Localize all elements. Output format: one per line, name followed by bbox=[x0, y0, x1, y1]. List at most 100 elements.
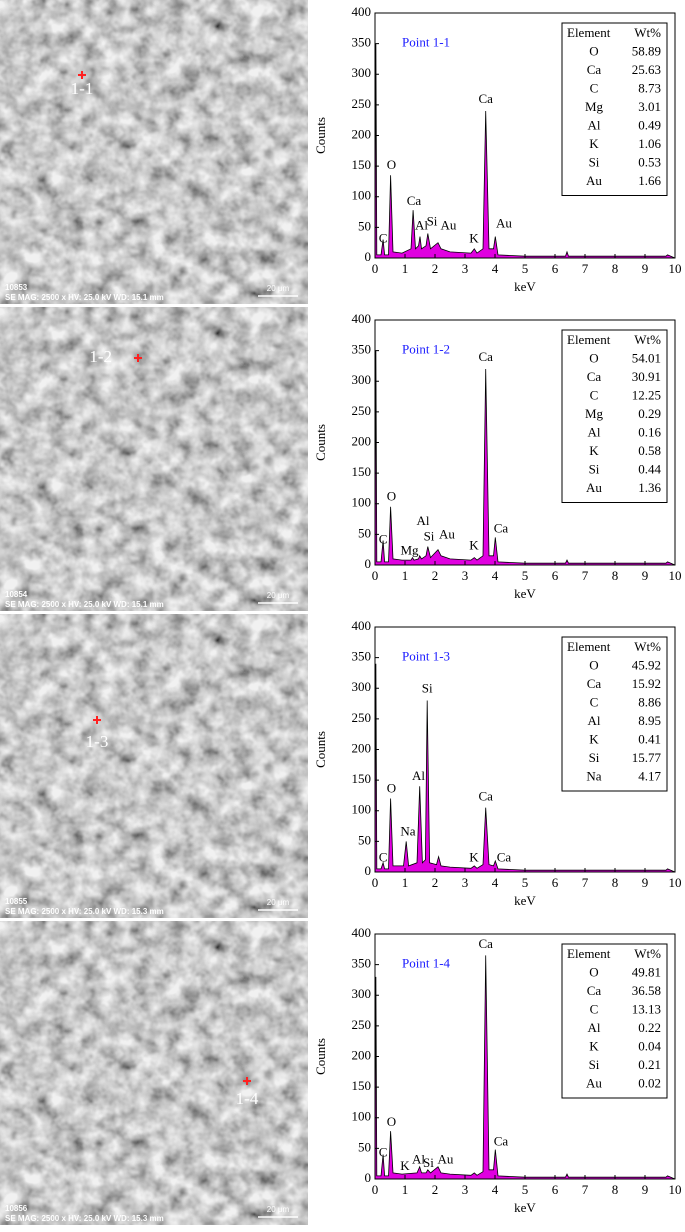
table-element: K bbox=[589, 136, 599, 151]
y-tick-label: 350 bbox=[352, 956, 372, 971]
y-tick-label: 400 bbox=[352, 311, 372, 326]
point-marker bbox=[243, 1077, 251, 1085]
table-value: 45.92 bbox=[632, 657, 661, 672]
table-value: 30.91 bbox=[632, 369, 661, 384]
x-tick-label: 7 bbox=[582, 261, 589, 276]
y-tick-label: 0 bbox=[365, 1170, 372, 1185]
peak-label: C bbox=[379, 1144, 388, 1159]
chart-title: Point 1-3 bbox=[402, 649, 450, 664]
peak-label: Ca bbox=[407, 193, 422, 208]
x-tick-label: 3 bbox=[462, 261, 469, 276]
x-tick-label: 0 bbox=[372, 568, 379, 583]
scale-label: 20 μm bbox=[267, 284, 290, 293]
x-tick-label: 0 bbox=[372, 261, 379, 276]
x-tick-label: 4 bbox=[492, 261, 499, 276]
table-element: K bbox=[589, 731, 599, 746]
x-tick-label: 9 bbox=[642, 875, 649, 890]
scale-label: 20 μm bbox=[267, 1205, 290, 1214]
image-id: 10855 bbox=[5, 897, 28, 906]
table-value: 0.44 bbox=[638, 461, 661, 476]
table-element: Ca bbox=[587, 983, 602, 998]
table-element: O bbox=[589, 964, 598, 979]
table-value: 12.25 bbox=[632, 387, 661, 402]
peak-label: Au bbox=[441, 217, 457, 232]
spectrum bbox=[374, 663, 676, 873]
x-tick-label: 9 bbox=[642, 568, 649, 583]
table-value: 15.92 bbox=[632, 676, 661, 691]
y-tick-label: 150 bbox=[352, 157, 372, 172]
x-tick-label: 10 bbox=[669, 1182, 682, 1197]
chart-title: Point 1-2 bbox=[402, 342, 450, 357]
x-tick-label: 6 bbox=[552, 1182, 559, 1197]
peak-label: Mg bbox=[400, 543, 419, 558]
x-tick-label: 7 bbox=[582, 568, 589, 583]
table-element: C bbox=[590, 387, 599, 402]
y-tick-label: 350 bbox=[352, 35, 372, 50]
x-tick-label: 8 bbox=[612, 1182, 619, 1197]
y-axis-label: Counts bbox=[313, 731, 328, 768]
x-axis-label: keV bbox=[514, 586, 536, 601]
table-element: Ca bbox=[587, 369, 602, 384]
table-value: 3.01 bbox=[638, 99, 661, 114]
x-tick-label: 1 bbox=[402, 261, 409, 276]
scale-label: 20 μm bbox=[267, 898, 290, 907]
table-header: Element bbox=[567, 639, 611, 654]
peak-label: Ca bbox=[497, 850, 512, 865]
table-value: 25.63 bbox=[632, 62, 661, 77]
table-value: 8.73 bbox=[638, 80, 661, 95]
table-element: Mg bbox=[585, 99, 604, 114]
table-value: 4.17 bbox=[638, 768, 661, 783]
point-label: 1-4 bbox=[236, 1089, 259, 1108]
y-tick-label: 50 bbox=[358, 1139, 371, 1154]
table-element: K bbox=[589, 443, 599, 458]
peak-label: Al bbox=[415, 217, 428, 232]
x-tick-label: 5 bbox=[522, 568, 529, 583]
x-tick-label: 1 bbox=[402, 568, 409, 583]
y-tick-label: 350 bbox=[352, 342, 372, 357]
point-marker bbox=[78, 71, 86, 79]
table-element: Al bbox=[588, 424, 601, 439]
x-tick-label: 5 bbox=[522, 875, 529, 890]
image-info: SE MAG: 2500 x HV: 25.0 kV WD: 15.3 mm bbox=[5, 907, 164, 916]
sem-grain bbox=[0, 0, 308, 304]
peak-label: C bbox=[379, 231, 388, 246]
x-tick-label: 10 bbox=[669, 261, 682, 276]
peak-label: Ca bbox=[494, 521, 509, 536]
peak-label: K bbox=[469, 231, 479, 246]
table-value: 36.58 bbox=[632, 983, 661, 998]
y-tick-label: 400 bbox=[352, 618, 372, 633]
peak-label: O bbox=[387, 1114, 396, 1129]
x-tick-label: 3 bbox=[462, 1182, 469, 1197]
table-frame bbox=[561, 636, 668, 792]
spectrum bbox=[374, 955, 676, 1180]
y-tick-label: 300 bbox=[352, 372, 372, 387]
image-info: SE MAG: 2500 x HV: 25.0 kV WD: 15.1 mm bbox=[5, 600, 164, 609]
table-element: Mg bbox=[585, 406, 604, 421]
chart-title: Point 1-4 bbox=[402, 956, 451, 971]
peak-label: C bbox=[379, 532, 388, 547]
image-info: SE MAG: 2500 x HV: 25.0 kV WD: 15.1 mm bbox=[5, 293, 164, 302]
table-element: Au bbox=[586, 173, 602, 188]
table-value: 0.02 bbox=[638, 1075, 661, 1090]
table-value: 0.53 bbox=[638, 154, 661, 169]
y-tick-label: 250 bbox=[352, 96, 372, 111]
x-tick-label: 6 bbox=[552, 875, 559, 890]
peak-label: K bbox=[469, 538, 479, 553]
table-header: Element bbox=[567, 25, 611, 40]
image-info: SE MAG: 2500 x HV: 25.0 kV WD: 15.3 mm bbox=[5, 1214, 164, 1223]
y-tick-label: 50 bbox=[358, 832, 371, 847]
x-tick-label: 4 bbox=[492, 568, 499, 583]
point-label: 1-1 bbox=[71, 79, 94, 98]
y-tick-label: 400 bbox=[352, 4, 372, 19]
point-marker bbox=[134, 354, 142, 362]
table-element: Na bbox=[586, 768, 601, 783]
x-tick-label: 2 bbox=[432, 261, 439, 276]
table-value: 0.41 bbox=[638, 731, 661, 746]
y-tick-label: 0 bbox=[365, 863, 372, 878]
peak-label: Au bbox=[496, 215, 512, 230]
